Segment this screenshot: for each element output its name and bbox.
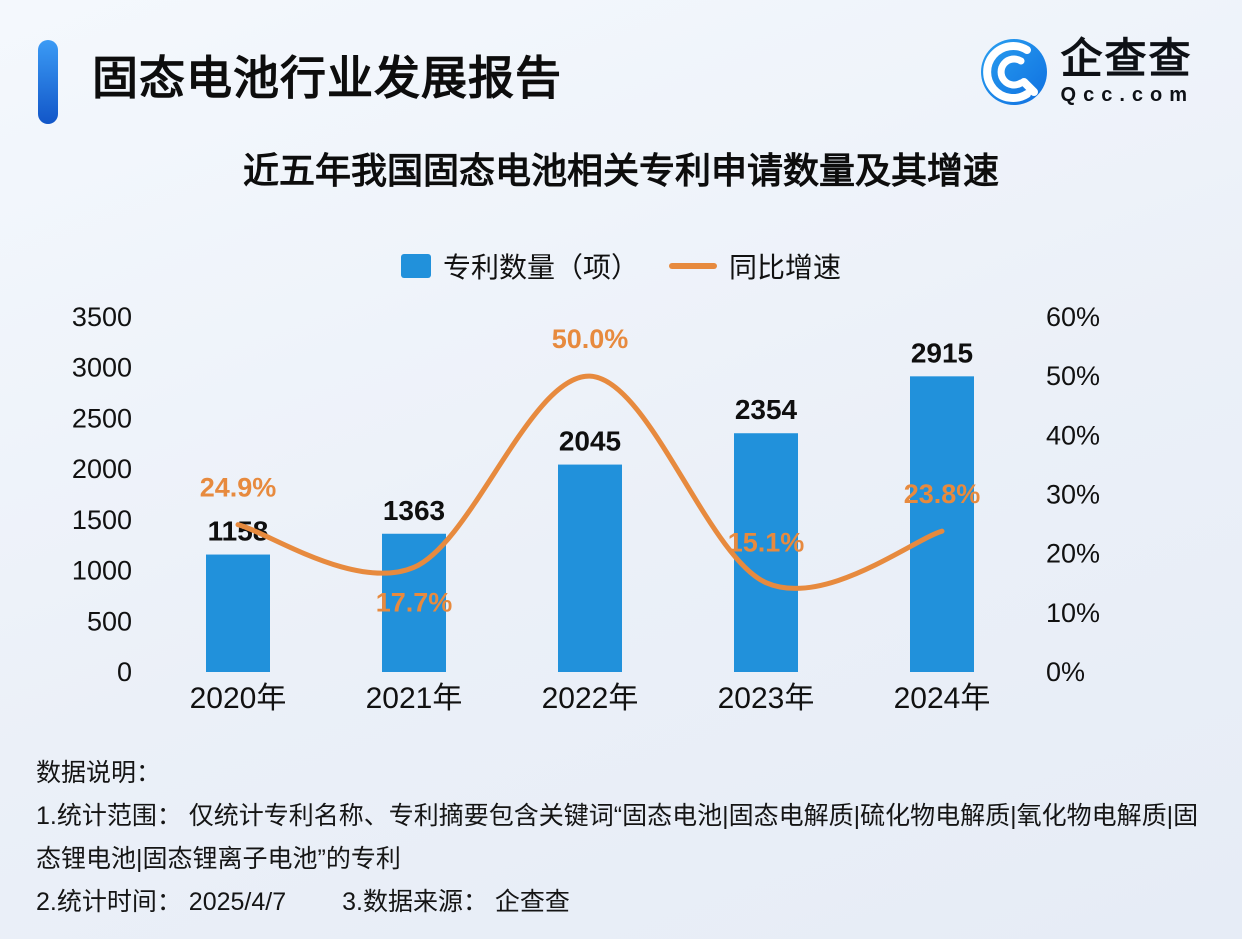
left-axis-tick-label: 2500: [72, 403, 132, 433]
bar-value-label: 1363: [383, 495, 445, 526]
right-axis-tick-label: 50%: [1046, 361, 1100, 391]
bar-value-label: 2354: [735, 394, 798, 425]
left-axis-tick-label: 3500: [72, 302, 132, 332]
right-axis-tick-label: 20%: [1046, 539, 1100, 569]
growth-rate-label: 17.7%: [376, 587, 453, 617]
x-axis-label: 2021年: [366, 682, 463, 715]
growth-rate-line: [235, 373, 945, 591]
notes-source: 3.数据来源： 企查查: [342, 888, 570, 916]
growth-rate-label: 50.0%: [552, 324, 629, 354]
bar-value-label: 2915: [911, 337, 973, 368]
notes-heading: 数据说明：: [36, 759, 162, 787]
right-axis-tick-label: 0%: [1046, 657, 1085, 687]
left-axis-tick-label: 1000: [72, 556, 132, 586]
qcc-logo-name: 企查查: [1060, 35, 1193, 82]
chart-title: 近五年我国固态电池相关专利申请数量及其增速: [242, 150, 999, 191]
title-accent-bar: [38, 40, 58, 124]
x-axis-label: 2022年: [542, 682, 639, 715]
right-axis-tick-label: 40%: [1046, 420, 1100, 450]
qcc-logo-text-block: 企查查 Qcc.com: [1061, 36, 1194, 107]
patent-bar: [206, 554, 270, 672]
qcc-logo: 企查查 Qcc.com: [979, 36, 1194, 107]
legend-line-swatch: [669, 263, 717, 269]
x-axis-label: 2023年: [718, 682, 815, 715]
x-axis-label: 2024年: [894, 682, 991, 715]
left-axis-tick-label: 3000: [72, 353, 132, 383]
left-axis-tick-label: 500: [87, 606, 132, 636]
legend-bar-swatch: [400, 254, 431, 278]
bar-value-label: 2045: [559, 426, 621, 457]
growth-rate-label: 15.1%: [728, 528, 805, 558]
qcc-logo-icon: [980, 38, 1047, 105]
left-axis-tick-label: 0: [117, 657, 132, 687]
legend-item-line: 同比增速: [669, 246, 841, 286]
legend-item-bars: 专利数量（项）: [400, 246, 639, 286]
left-axis-tick-label: 1500: [72, 505, 132, 535]
x-axis-label: 2020年: [190, 682, 287, 715]
patent-bar: [558, 464, 622, 672]
chart-area: 3500 3000 2500 2000 1500 1000 500 0 60% 50% 40% 30%…: [0, 295, 1242, 735]
legend-line-label: 同比增速: [729, 252, 842, 283]
patent-bar: [382, 533, 446, 672]
patent-bar: [734, 433, 798, 672]
notes-scope: 1.统计范围： 仅统计专利名称、专利摘要包含关键词“固态电池|固态电解质|硫化物…: [36, 802, 1199, 873]
legend-bar-label: 专利数量（项）: [442, 252, 639, 283]
notes-time: 2.统计时间： 2025/4/7: [36, 888, 287, 916]
qcc-logo-domain: Qcc.com: [1060, 84, 1194, 106]
right-axis-tick-label: 60%: [1046, 302, 1100, 332]
left-axis-tick-label: 2000: [72, 454, 132, 484]
right-axis-tick-label: 10%: [1046, 598, 1100, 628]
right-axis-tick-label: 30%: [1046, 480, 1100, 510]
notes-meta-row: 2.统计时间： 2025/4/7 3.数据来源： 企查查: [36, 881, 1208, 924]
growth-rate-label: 24.9%: [200, 473, 277, 503]
growth-rate-label: 23.8%: [904, 479, 981, 509]
patent-chart-svg: 3500 3000 2500 2000 1500 1000 500 0 60% 50% 40% 30%…: [72, 302, 1100, 715]
chart-legend: 专利数量（项） 同比增速: [0, 246, 1242, 286]
patent-bar: [910, 376, 974, 672]
data-notes: 数据说明： 1.统计范围： 仅统计专利名称、专利摘要包含关键词“固态电池|固态电…: [36, 752, 1208, 924]
page-title: 固态电池行业发展报告: [92, 52, 562, 104]
